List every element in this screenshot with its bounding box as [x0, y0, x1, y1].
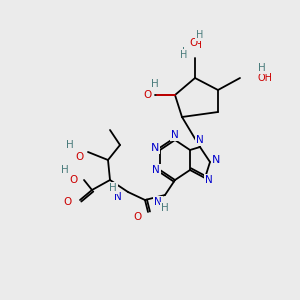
Text: O: O: [63, 197, 71, 207]
Text: N: N: [154, 197, 162, 207]
Text: O: O: [76, 152, 84, 162]
Text: H: H: [61, 165, 69, 175]
Text: N: N: [114, 192, 122, 202]
Text: N: N: [171, 130, 179, 140]
Text: OH: OH: [188, 40, 202, 50]
Text: H: H: [182, 47, 190, 57]
Text: H: H: [66, 140, 74, 150]
Text: N: N: [212, 155, 220, 165]
Text: O: O: [189, 38, 197, 48]
Text: N: N: [151, 143, 159, 153]
Text: H: H: [151, 79, 159, 89]
Text: H: H: [180, 50, 188, 60]
Text: H: H: [161, 203, 169, 213]
Text: OH: OH: [258, 73, 273, 83]
Text: N: N: [205, 175, 213, 185]
Text: H: H: [258, 63, 266, 73]
Text: O: O: [133, 212, 141, 222]
Text: H: H: [196, 30, 204, 40]
Text: H: H: [109, 183, 117, 193]
Text: N: N: [196, 135, 204, 145]
Text: N: N: [152, 165, 160, 175]
Text: O: O: [143, 90, 151, 100]
Text: O: O: [70, 175, 78, 185]
